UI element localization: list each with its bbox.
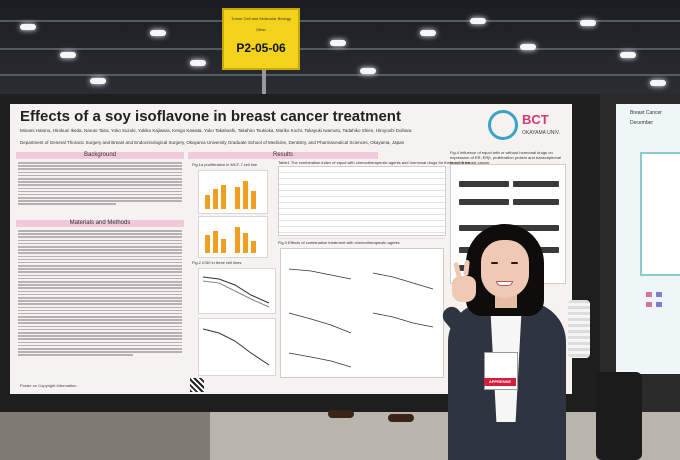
blot-band [459,181,509,187]
poster-footer: Poster on Copyright Information [20,383,77,388]
ceiling-light [650,80,666,86]
sign-pole [262,68,266,104]
ceiling-beam [0,48,680,50]
color-square [656,302,662,307]
ceiling-light [360,68,376,74]
blot-band [513,225,559,231]
chart-bar [221,239,226,253]
ceiling-light [20,24,36,30]
section-background: Background [16,152,184,159]
color-square [656,292,662,297]
poster-affiliation: Department of General Thoracic Surgery a… [20,140,405,145]
chart-bar [205,195,210,209]
left-eye [491,262,498,264]
section-methods: Materials and Methods [16,220,184,227]
chart-bar [251,191,256,209]
background-text [18,162,182,207]
fig1b-bar-chart [198,216,268,258]
fig3-title: Fig.3 Effects of combination treatment w… [278,240,400,245]
fig1-bar-chart [198,170,268,214]
session-sign: Tumor Cell and Molecular Biology Other P… [222,8,300,70]
fig1-title: Fig.1a proliferation in MCF-7 cell line [192,162,258,167]
fig3-panel [280,248,444,378]
shoe [388,414,414,422]
carpet [0,412,210,460]
ceiling [0,0,680,100]
section-results: Results [188,152,378,159]
fig2b-curve [202,328,270,366]
chart-bar [213,231,218,253]
chart-bar [243,181,248,209]
fig2b-line-chart [198,318,276,376]
bct-logo-icon [488,110,518,140]
blot-band [513,181,559,187]
face [481,240,529,298]
university-name: OKAYAMA UNIV. [522,130,560,136]
smile [496,281,513,286]
methods-text [18,230,182,358]
chart-bar [213,189,218,209]
bct-logo-text: BCT [522,112,549,127]
combination-index-table [278,166,446,239]
shoe [328,410,354,418]
ceiling-light [60,52,76,58]
blot-band [459,199,509,205]
sign-subcategory: Other [255,27,266,32]
fig2-line-chart [198,268,276,314]
fig2-curve [202,276,270,308]
chart-bar [221,185,226,209]
hand [452,276,476,302]
ceiling-light [580,20,596,26]
ceiling-beam [0,74,680,76]
adjacent-poster-figure [640,152,680,276]
adjacent-poster-date: December [630,120,654,126]
table1-title: Table1 The combination index of equol wi… [278,160,470,165]
qr-code-icon [190,378,204,392]
chart-bar [235,187,240,209]
chart-bar [243,233,248,253]
poster-number: P2-05-06 [236,41,286,55]
fig2-title: Fig.2 IC50 in three cell lines [192,260,242,265]
blot-band [459,225,509,231]
ceiling-beam [0,20,680,22]
blot-band [513,199,559,205]
chair [596,372,642,460]
ceiling-light [90,78,106,84]
right-eye [511,262,518,264]
adjacent-poster: Breast Cancer December [616,104,680,374]
ceiling-light [420,30,436,36]
color-square [646,292,652,297]
sign-category: Tumor Cell and Molecular Biology [231,16,291,21]
fig4-title: Fig.4 Influence of equol with or without… [450,150,561,165]
ceiling-light [470,18,486,24]
badge-ribbon: APPRENNE [484,378,516,386]
chart-bar [235,227,240,253]
ceiling-light [520,44,536,50]
ceiling-light [620,52,636,58]
chart-bar [251,241,256,253]
bag [568,300,590,358]
ceiling-light [330,40,346,46]
color-square [646,302,652,307]
fig3-curves [288,268,434,368]
ceiling-light [190,60,206,66]
adjacent-poster-title: Breast Cancer [630,110,662,116]
poster-title: Effects of a soy isoflavone in breast ca… [20,108,401,125]
poster-authors: Minami Hatono, Hirokuni Ikeda, Naruto Ta… [20,128,412,133]
ceiling-light [150,30,166,36]
chart-bar [205,235,210,253]
